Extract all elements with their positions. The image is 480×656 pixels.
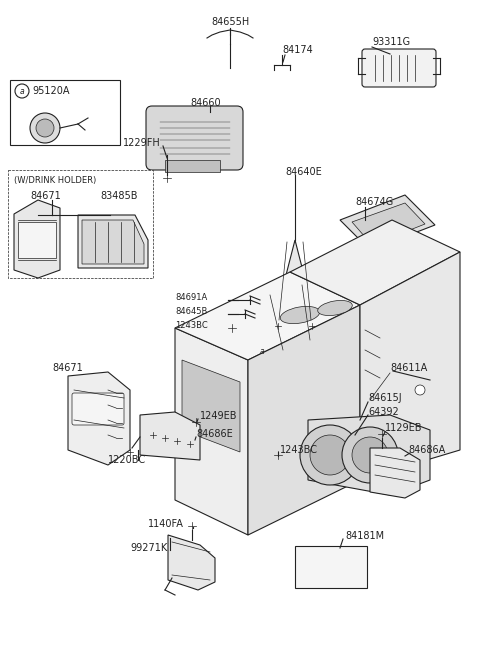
Polygon shape bbox=[182, 360, 240, 452]
Text: 84691A: 84691A bbox=[175, 293, 207, 302]
Polygon shape bbox=[308, 415, 430, 495]
Text: 1249EB: 1249EB bbox=[200, 411, 238, 421]
FancyBboxPatch shape bbox=[146, 106, 243, 170]
Text: a: a bbox=[20, 87, 24, 96]
Circle shape bbox=[352, 437, 388, 473]
Text: 1129EB: 1129EB bbox=[385, 423, 422, 433]
Text: 83485B: 83485B bbox=[100, 191, 137, 201]
Ellipse shape bbox=[280, 306, 320, 323]
Circle shape bbox=[342, 427, 398, 483]
Text: 1220BC: 1220BC bbox=[108, 455, 146, 465]
Circle shape bbox=[254, 344, 270, 360]
Text: 84686A: 84686A bbox=[408, 445, 445, 455]
Circle shape bbox=[30, 113, 60, 143]
Circle shape bbox=[310, 435, 350, 475]
Circle shape bbox=[36, 119, 54, 137]
Text: 84674G: 84674G bbox=[355, 197, 393, 207]
Bar bbox=[18, 222, 56, 258]
Polygon shape bbox=[340, 195, 435, 250]
Polygon shape bbox=[248, 305, 360, 535]
Polygon shape bbox=[140, 412, 200, 460]
Text: 84174: 84174 bbox=[282, 45, 313, 55]
Polygon shape bbox=[175, 272, 360, 360]
Text: 84640E: 84640E bbox=[285, 167, 322, 177]
Text: 84615J: 84615J bbox=[368, 393, 402, 403]
Bar bbox=[10, 80, 120, 145]
Circle shape bbox=[15, 84, 29, 98]
Polygon shape bbox=[352, 203, 425, 245]
Circle shape bbox=[415, 385, 425, 395]
Text: 84671: 84671 bbox=[52, 363, 83, 373]
Bar bbox=[8, 170, 153, 278]
Polygon shape bbox=[370, 448, 420, 498]
Bar bbox=[295, 546, 367, 588]
FancyBboxPatch shape bbox=[72, 393, 124, 425]
Polygon shape bbox=[168, 535, 215, 590]
Text: 1229FH: 1229FH bbox=[123, 138, 161, 148]
Polygon shape bbox=[360, 252, 460, 480]
Text: 84671: 84671 bbox=[30, 191, 61, 201]
Bar bbox=[165, 160, 220, 172]
Polygon shape bbox=[78, 215, 148, 268]
Circle shape bbox=[300, 425, 360, 485]
Polygon shape bbox=[82, 220, 144, 264]
Text: 64392: 64392 bbox=[368, 407, 399, 417]
Text: 84655H: 84655H bbox=[211, 17, 249, 27]
Text: (W/DRINK HOLDER): (W/DRINK HOLDER) bbox=[14, 176, 96, 186]
Text: 84611A: 84611A bbox=[390, 363, 427, 373]
Text: 1140FA: 1140FA bbox=[148, 519, 184, 529]
Text: 93311G: 93311G bbox=[372, 37, 410, 47]
Text: a: a bbox=[260, 348, 264, 356]
Polygon shape bbox=[290, 220, 460, 305]
Polygon shape bbox=[68, 372, 130, 465]
Text: 84686E: 84686E bbox=[196, 429, 233, 439]
Text: 1243BC: 1243BC bbox=[280, 445, 318, 455]
Polygon shape bbox=[275, 240, 315, 328]
Ellipse shape bbox=[318, 300, 352, 316]
FancyBboxPatch shape bbox=[362, 49, 436, 87]
Text: 84660: 84660 bbox=[190, 98, 221, 108]
Text: 84645B: 84645B bbox=[175, 308, 207, 316]
Text: 95120A: 95120A bbox=[32, 86, 70, 96]
Ellipse shape bbox=[275, 318, 315, 328]
Polygon shape bbox=[175, 328, 248, 535]
Text: 1243BC: 1243BC bbox=[175, 321, 208, 331]
Text: 99271K: 99271K bbox=[130, 543, 167, 553]
Text: 84181M: 84181M bbox=[345, 531, 384, 541]
Polygon shape bbox=[14, 200, 60, 278]
